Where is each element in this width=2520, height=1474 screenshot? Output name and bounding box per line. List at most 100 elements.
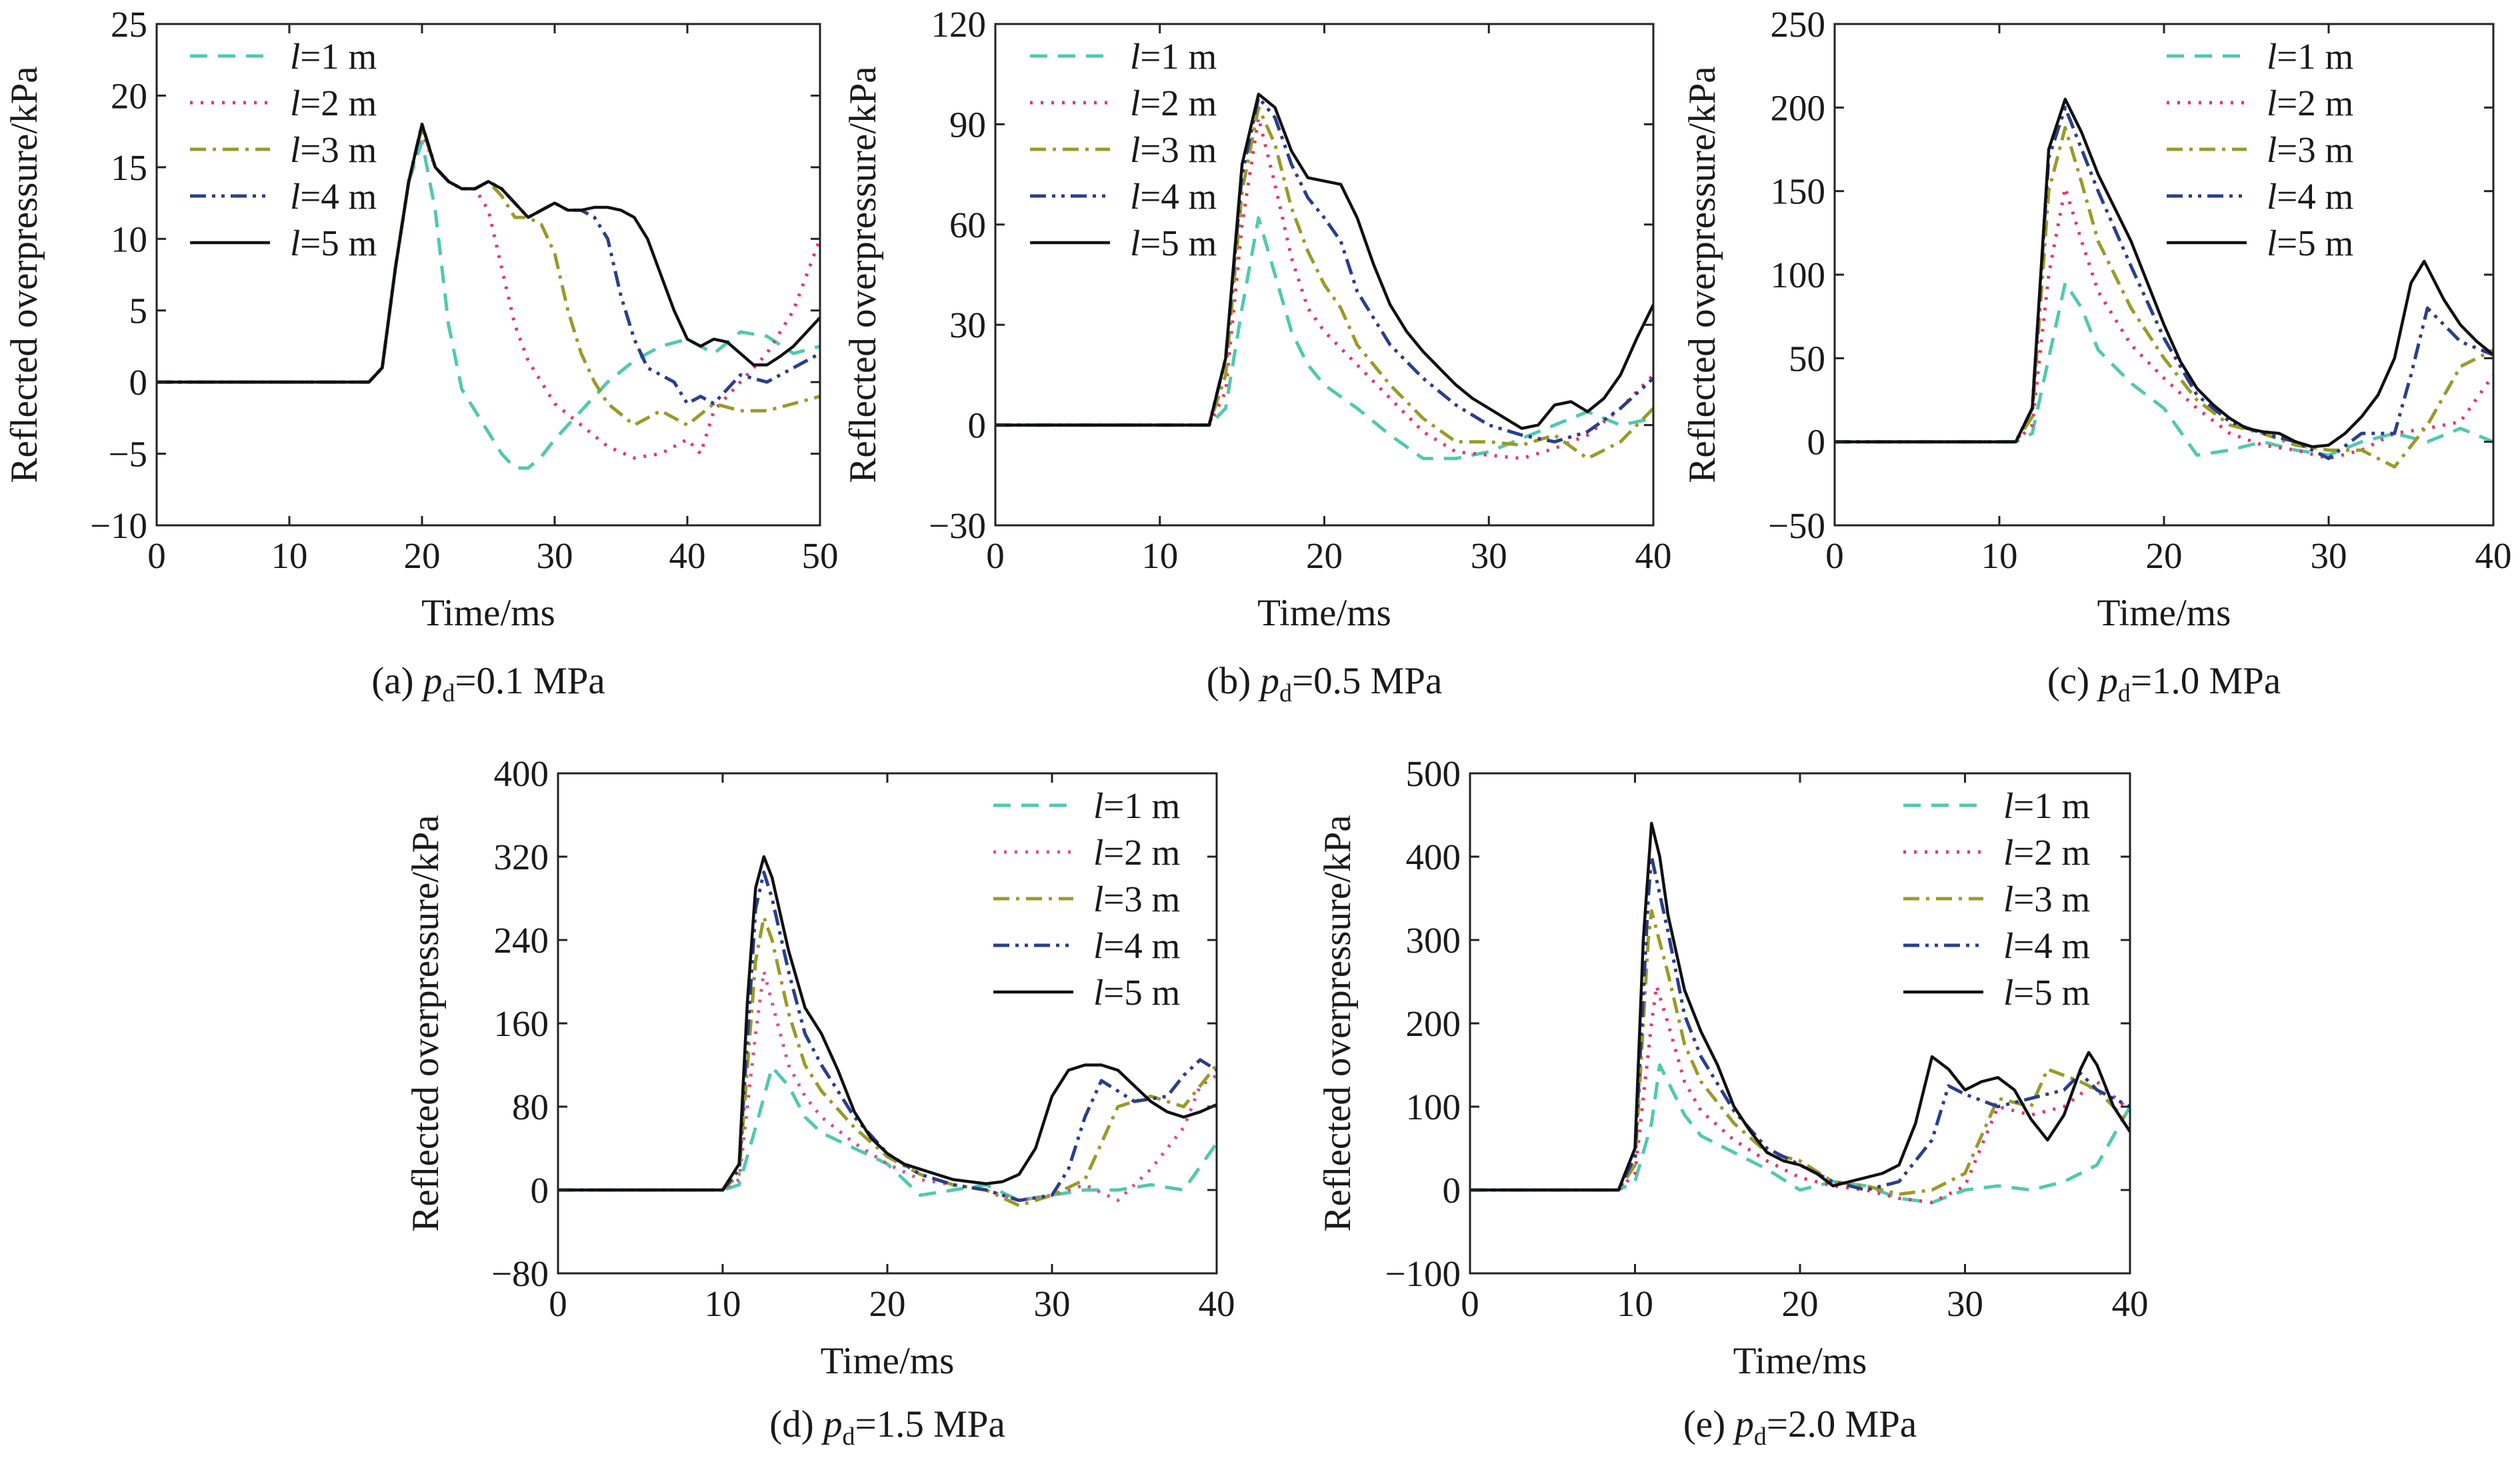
- x-axis-label: Time/ms: [421, 592, 555, 634]
- caption-prefix: (a): [371, 660, 423, 702]
- y-tick-label: 0: [129, 362, 148, 403]
- caption-value: =0.5 MPa: [1292, 660, 1442, 702]
- caption-prefix: (b): [1207, 660, 1261, 702]
- legend-entry: l=1 m: [290, 36, 377, 77]
- y-tick-label: 20: [111, 75, 147, 116]
- legend-variable: l: [290, 83, 300, 123]
- y-tick-label: 200: [1406, 1003, 1461, 1044]
- series-line-4m: [157, 122, 820, 405]
- y-tick-label: 15: [111, 147, 147, 188]
- panel-caption: (d) pd=1.5 MPa: [769, 1403, 1005, 1451]
- legend: l=1 ml=2 ml=3 ml=4 ml=5 m: [1030, 36, 1217, 263]
- legend-value: =4 m: [1140, 176, 1217, 217]
- legend-variable: l: [1093, 925, 1103, 966]
- x-tick-label: 20: [1782, 1283, 1819, 1324]
- x-tick-label: 30: [1034, 1283, 1071, 1324]
- legend-entry: l=1 m: [1093, 785, 1180, 826]
- legend-value: =5 m: [1140, 223, 1217, 263]
- legend-entry: l=4 m: [1130, 176, 1217, 217]
- series-line-1m: [157, 139, 820, 470]
- x-tick-label: 0: [147, 535, 166, 576]
- legend-entry: l=1 m: [1130, 36, 1217, 77]
- y-tick-label: 400: [1406, 837, 1461, 877]
- x-tick-label: 40: [2112, 1283, 2149, 1324]
- series-line-5m: [558, 855, 1217, 1192]
- legend-value: =3 m: [1103, 879, 1180, 919]
- series-line-1m: [995, 216, 1653, 461]
- x-tick-label: 40: [1635, 535, 1672, 576]
- series-line-2m: [1470, 984, 2130, 1205]
- legend-value: =3 m: [2013, 879, 2090, 919]
- legend-value: =2 m: [2277, 83, 2353, 123]
- series-line-1m: [1835, 281, 2493, 457]
- legend-value: =4 m: [1103, 925, 1180, 966]
- y-tick-label: 300: [1406, 920, 1461, 961]
- y-tick-label: −50: [1768, 505, 1825, 546]
- legend-entry: l=2 m: [2003, 832, 2090, 873]
- y-tick-label: 30: [949, 305, 986, 345]
- legend-value: =1 m: [2277, 36, 2353, 77]
- series-line-1m: [558, 1065, 1217, 1203]
- legend-value: =2 m: [1140, 83, 1217, 123]
- x-tick-label: 40: [1199, 1283, 1235, 1324]
- legend-value: =1 m: [1103, 785, 1180, 826]
- caption-prefix: (e): [1683, 1403, 1735, 1445]
- legend-value: =4 m: [300, 176, 377, 217]
- series-line-4m: [1470, 855, 2130, 1192]
- y-tick-label: 25: [111, 4, 147, 45]
- caption-value: =1.0 MPa: [2131, 660, 2281, 702]
- y-tick-label: 400: [494, 753, 549, 794]
- series-line-2m: [157, 129, 820, 460]
- legend-value: =1 m: [2013, 785, 2090, 826]
- legend-value: =2 m: [2013, 832, 2090, 873]
- legend-variable: l: [2267, 83, 2277, 123]
- chart-panel-c: 0 10 20 30 40−50050100150200250Time/msReflec…: [1681, 4, 2512, 707]
- y-tick-label: 80: [512, 1087, 549, 1127]
- legend-entry: l=1 m: [2003, 785, 2090, 826]
- legend-entry: l=5 m: [2267, 223, 2353, 263]
- x-axis-label: Time/ms: [1733, 1340, 1867, 1382]
- caption-value: =1.5 MPa: [855, 1403, 1005, 1445]
- y-tick-label: −80: [491, 1253, 549, 1294]
- y-axis-label: Reflected overpressure/kPa: [842, 66, 884, 483]
- legend: l=1 ml=2 ml=3 ml=4 ml=5 m: [2167, 36, 2353, 263]
- legend-variable: l: [2267, 129, 2277, 170]
- y-axis-label: Reflected overpressure/kPa: [3, 66, 45, 483]
- legend-entry: l=2 m: [1130, 83, 1217, 123]
- chart-panel-d: 0 10 20 30 40−80080160240320400Time/msReflec…: [405, 753, 1235, 1451]
- panel-caption: (a) pd=0.1 MPa: [371, 660, 605, 707]
- legend-value: =5 m: [1103, 972, 1180, 1013]
- y-tick-label: 0: [1807, 422, 1826, 463]
- y-tick-label: 90: [949, 104, 986, 145]
- legend-variable: l: [1093, 785, 1103, 826]
- legend-value: =1 m: [300, 36, 377, 77]
- series-line-4m: [1835, 105, 2493, 461]
- panel-caption: (b) pd=0.5 MPa: [1207, 660, 1443, 707]
- x-tick-label: 50: [802, 535, 839, 576]
- series-line-5m: [995, 93, 1653, 430]
- y-tick-label: 100: [1771, 255, 1826, 295]
- y-tick-label: 200: [1771, 87, 1826, 128]
- x-tick-label: 0: [986, 535, 1005, 576]
- x-axis-label: Time/ms: [1257, 592, 1391, 634]
- legend: l=1 ml=2 ml=3 ml=4 ml=5 m: [190, 36, 377, 263]
- legend-entry: l=5 m: [2003, 972, 2090, 1013]
- x-tick-label: 10: [1141, 535, 1178, 576]
- legend-value: =5 m: [2013, 972, 2090, 1013]
- legend-variable: l: [290, 129, 300, 170]
- legend-variable: l: [2003, 879, 2013, 919]
- panel-caption: (e) pd=2.0 MPa: [1683, 1403, 1917, 1451]
- series-line-4m: [558, 870, 1217, 1203]
- legend-variable: l: [2267, 36, 2277, 77]
- caption-subscript: d: [842, 1423, 855, 1451]
- series-line-4m: [995, 95, 1653, 444]
- legend-value: =2 m: [300, 83, 377, 123]
- caption-variable: p: [2096, 660, 2118, 702]
- legend-value: =1 m: [1140, 36, 1217, 77]
- legend-entry: l=2 m: [1093, 832, 1180, 873]
- x-tick-label: 30: [2311, 535, 2347, 576]
- x-tick-label: 20: [404, 535, 441, 576]
- y-tick-label: −10: [90, 505, 147, 546]
- legend-entry: l=3 m: [2267, 129, 2353, 170]
- legend-entry: l=3 m: [290, 129, 377, 170]
